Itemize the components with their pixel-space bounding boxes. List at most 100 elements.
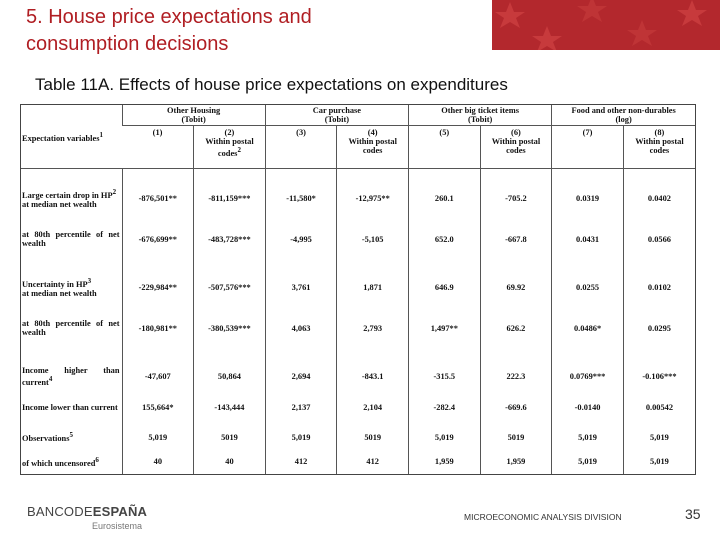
table-row: at 80th percentile of net wealth -180,98… xyxy=(21,309,695,347)
cell: 0.0102 xyxy=(622,266,695,310)
cell: 652.0 xyxy=(408,220,481,258)
row-label: at 80th percentile of net wealth xyxy=(22,318,120,338)
col-1-header: (1) xyxy=(152,128,163,137)
table-row: Income lower than current 155,664* -143,… xyxy=(21,398,695,418)
col-2-header: (2) Within postal codes2 xyxy=(193,125,266,169)
cell: -315.5 xyxy=(408,355,481,399)
cell: 3,761 xyxy=(264,266,337,310)
cell: 1,959 xyxy=(408,449,481,474)
slide-title-line1: 5. House price expectations and xyxy=(26,6,312,28)
cell: 0.0255 xyxy=(551,266,624,310)
row-label: Income lower than current xyxy=(22,402,118,412)
group-food: Food and other non-durables (log) xyxy=(551,105,695,126)
cell: 5,019 xyxy=(551,425,624,450)
col-3-header: (3) xyxy=(264,125,337,169)
cell: 2,793 xyxy=(336,309,409,347)
cell: 0.0566 xyxy=(622,220,695,258)
row-label: Income higher than current4 xyxy=(22,365,120,388)
cell: 155,664* xyxy=(121,398,194,418)
cell: 40 xyxy=(121,449,194,474)
cell: 69.92 xyxy=(479,266,552,310)
group-big-ticket: Other big ticket items (Tobit) xyxy=(407,105,552,126)
cell: 646.9 xyxy=(408,266,481,310)
row-label: Uncertainty in HP3 at median net wealth xyxy=(22,276,97,299)
col-8-header: (8) Within postal codes xyxy=(622,125,695,169)
cell: 0.0402 xyxy=(622,177,695,221)
table-row: of which uncensored6 40 40 412 412 1,959… xyxy=(21,449,695,474)
cell: 2,104 xyxy=(336,398,409,418)
cell: 0.0295 xyxy=(622,309,695,347)
group-car-purchase: Car purchase (Tobit) xyxy=(264,105,409,126)
cell: -12,975** xyxy=(336,177,409,221)
cell: 5019 xyxy=(336,425,409,450)
cell: 5,019 xyxy=(264,425,337,450)
cell: 626.2 xyxy=(479,309,552,347)
row-label: Observations5 xyxy=(22,431,73,443)
cell: 412 xyxy=(264,449,337,474)
cell: -876,501** xyxy=(121,177,194,221)
table-row: Income higher than current4 -47,607 50,8… xyxy=(21,355,695,399)
cell: 0.0486* xyxy=(551,309,624,347)
page-number: 35 xyxy=(685,506,701,522)
col-4-header: (4) Within postal codes xyxy=(336,125,409,169)
cell: -143,444 xyxy=(193,398,266,418)
col-5-header: (5) xyxy=(408,125,481,169)
expectation-variables-header: Expectation variables1 xyxy=(21,105,122,169)
cell: 0.0319 xyxy=(551,177,624,221)
cell: 0.0431 xyxy=(551,220,624,258)
header-banner xyxy=(492,0,720,50)
cell: -11,580* xyxy=(264,177,337,221)
cell: 0.0769*** xyxy=(551,355,624,399)
table-row: at 80th percentile of net wealth -676,69… xyxy=(21,220,695,258)
cell: 5019 xyxy=(479,425,552,450)
cell: 2,137 xyxy=(264,398,337,418)
cell: 2,694 xyxy=(264,355,337,399)
cell: -669.6 xyxy=(479,398,552,418)
cell: 5,019 xyxy=(551,449,624,474)
cell: -180,981** xyxy=(121,309,194,347)
table-row: Observations5 5,019 5019 5,019 5019 5,01… xyxy=(21,425,695,450)
stars-decoration-icon xyxy=(492,0,720,50)
cell: 4,063 xyxy=(264,309,337,347)
cell: -676,699** xyxy=(121,220,194,258)
cell: 412 xyxy=(336,449,409,474)
banco-de-espana-logo: BANCODEESPAÑA xyxy=(27,504,148,519)
slide-title: 5. House price expectations and consumpt… xyxy=(26,4,466,58)
cell: -282.4 xyxy=(408,398,481,418)
cell: -0.106*** xyxy=(622,355,695,399)
cell: 50,864 xyxy=(193,355,266,399)
cell: -4,995 xyxy=(264,220,337,258)
cell: -229,984** xyxy=(121,266,194,310)
cell: 40 xyxy=(193,449,266,474)
cell: -705.2 xyxy=(479,177,552,221)
cell: 1,959 xyxy=(479,449,552,474)
cell: -507,576*** xyxy=(193,266,266,310)
cell: -0.0140 xyxy=(551,398,624,418)
table-row: Uncertainty in HP3 at median net wealth -… xyxy=(21,266,695,310)
cell: 1,497** xyxy=(408,309,481,347)
cell: -483,728*** xyxy=(193,220,266,258)
table-row: Large certain drop in HP2 at median net w… xyxy=(21,177,695,221)
cell: 5019 xyxy=(193,425,266,450)
eurosistema-label: Eurosistema xyxy=(92,521,143,531)
slide-title-line2: consumption decisions xyxy=(26,33,229,55)
cell: -380,539*** xyxy=(193,309,266,347)
cell: -811,159*** xyxy=(193,177,266,221)
cell: 1,871 xyxy=(336,266,409,310)
col-6-header: (6) Within postal codes xyxy=(479,125,552,169)
group-other-housing: Other Housing (Tobit) xyxy=(121,105,266,126)
cell: 5,019 xyxy=(622,449,695,474)
cell: -667.8 xyxy=(479,220,552,258)
col-7-header: (7) xyxy=(551,125,624,169)
division-label: MICROECONOMIC ANALYSIS DIVISION xyxy=(464,512,622,522)
table-caption: Table 11A. Effects of house price expect… xyxy=(35,75,508,94)
cell: 260.1 xyxy=(408,177,481,221)
row-label: Large certain drop in HP2 at median net w… xyxy=(22,187,117,210)
row-label: of which uncensored6 xyxy=(22,455,99,468)
row-label: at 80th percentile of net wealth xyxy=(22,229,120,249)
cell: -843.1 xyxy=(336,355,409,399)
results-table: Expectation variables1 Other Housing (Tob… xyxy=(20,104,696,475)
cell: 222.3 xyxy=(479,355,552,399)
column-header-row: (1) (2) Within postal codes2 (3) (4) Withi… xyxy=(21,125,695,169)
cell: 5,019 xyxy=(408,425,481,450)
